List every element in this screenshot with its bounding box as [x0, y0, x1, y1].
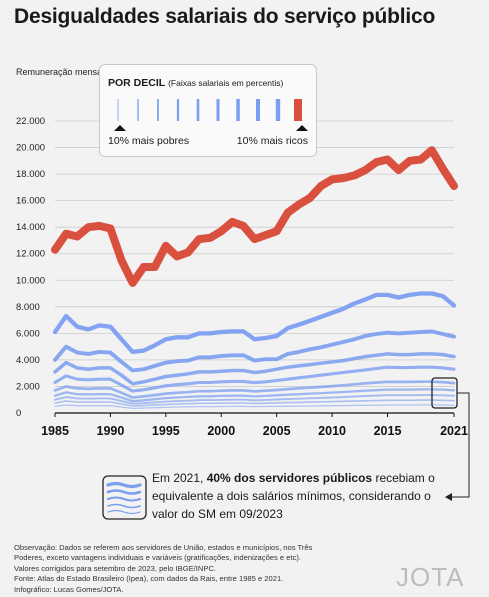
page-title: Desigualdades salariais do serviço públi…: [14, 5, 436, 28]
series-line-decile-1: [54, 404, 455, 410]
legend-subtitle: (Faixas salariais em percentis): [168, 78, 284, 88]
series-line-decile-7: [53, 352, 456, 386]
series-line-decile-5: [53, 380, 456, 399]
jota-logo: JOTA: [396, 562, 465, 592]
legend-box: POR DECIL (Faixas salariais em percentis…: [99, 64, 317, 157]
y-tick-label: 22.000: [16, 116, 45, 127]
y-axis-label: Remuneração mensal (em R$): [16, 67, 140, 77]
legend-swatch-decile-10: [294, 99, 302, 121]
series-line-decile-2: [54, 399, 455, 407]
y-tick-label: 18.000: [16, 169, 45, 180]
footnote-source: Fonte: Atlas do Estado Brasileiro (Ipea)…: [14, 574, 284, 584]
callout-connector: [451, 392, 470, 498]
callout-icon-line: [106, 496, 142, 502]
footnote-observation: Observação: Dados se referem aos servido…: [14, 543, 313, 563]
callout-arrow: [445, 493, 452, 501]
callout-text: Em 2021, 40% dos servidores públicos rec…: [152, 469, 452, 523]
callout-text-post: recebiam o equivalente a dois salários m…: [152, 471, 435, 521]
legend-swatch-decile-4: [176, 99, 180, 121]
series-line-decile-9: [52, 291, 457, 355]
callout-icon-line: [106, 481, 142, 489]
legend-swatch-decile-8: [256, 99, 260, 121]
legend-swatch-decile-6: [216, 99, 220, 121]
legend-swatches: [114, 99, 308, 131]
callout-text-pre: Em 2021,: [152, 471, 207, 485]
legend-swatch-decile-2: [137, 99, 139, 121]
series-line-decile-4: [53, 388, 456, 403]
x-tick-label: 1985: [41, 424, 69, 438]
x-tick-label: 1990: [97, 424, 125, 438]
legend-high-label: 10% mais ricos: [236, 135, 308, 147]
footnote-correction: Valores corrigidos para setembro de 2023…: [14, 563, 217, 573]
legend-swatch-decile-3: [157, 99, 159, 121]
x-tick-label: 1995: [152, 424, 180, 438]
x-tick-label: 2005: [263, 424, 291, 438]
callout-icon-line: [106, 489, 142, 495]
y-tick-label: 14.000: [16, 222, 45, 233]
series-line-top-decile: [51, 146, 458, 287]
legend-title: POR DECIL (Faixas salariais em percentis…: [108, 77, 283, 89]
callout-icon-line: [107, 509, 141, 515]
x-tick-label: 2000: [207, 424, 235, 438]
y-tick-label: 2.000: [16, 381, 40, 392]
callout-icon-frame: [102, 475, 147, 520]
footnote: Observação: Dados se referem aos servido…: [14, 543, 344, 595]
y-tick-label: 4.000: [16, 355, 40, 366]
series-line-decile-8: [53, 329, 456, 373]
x-tick-label: 2015: [374, 424, 402, 438]
legend-swatch-decile-1: [117, 99, 119, 121]
y-tick-label: 6.000: [16, 328, 40, 339]
x-tick-label: 2021: [440, 424, 468, 438]
y-tick-label: 10.000: [16, 275, 45, 286]
x-tick-label: 2010: [318, 424, 346, 438]
legend-low-label: 10% mais pobres: [108, 135, 190, 147]
y-tick-label: 12.000: [16, 249, 45, 260]
callout-icon-line: [107, 503, 141, 509]
y-tick-label: 0: [16, 408, 21, 419]
legend-swatch-decile-7: [236, 99, 240, 121]
legend-swatch-decile-9: [275, 99, 281, 121]
legend-low-marker: [114, 125, 126, 131]
legend-high-marker: [296, 125, 308, 131]
y-tick-label: 16.000: [16, 196, 45, 207]
footnote-credit: Infográfico: Lucas Gomes/JOTA.: [14, 584, 124, 594]
legend-title-main: POR DECIL: [108, 77, 166, 89]
y-tick-label: 8.000: [16, 302, 40, 313]
callout-text-bold: 40% dos servidores públicos: [206, 471, 373, 485]
y-tick-label: 20.000: [16, 143, 45, 154]
legend-swatch-decile-5: [196, 99, 200, 121]
series-line-decile-6: [53, 365, 456, 393]
series-line-decile-3: [54, 394, 455, 405]
